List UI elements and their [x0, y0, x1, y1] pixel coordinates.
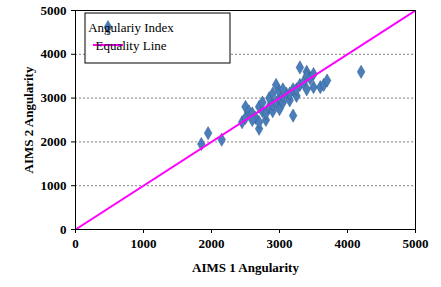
svg-text:4000: 4000 [335, 236, 361, 251]
svg-text:3000: 3000 [41, 90, 67, 105]
svg-text:Angulariy Index: Angulariy Index [88, 20, 174, 35]
svg-text:0: 0 [72, 236, 79, 251]
svg-text:0: 0 [60, 222, 67, 237]
svg-text:4000: 4000 [41, 46, 67, 61]
svg-text:Equality Line: Equality Line [95, 38, 166, 53]
svg-text:1000: 1000 [41, 178, 67, 193]
svg-text:3000: 3000 [267, 236, 293, 251]
svg-text:AIMS 1 Angularity: AIMS 1 Angularity [192, 260, 299, 275]
svg-text:5000: 5000 [41, 3, 67, 18]
svg-text:2000: 2000 [199, 236, 225, 251]
svg-text:1000: 1000 [131, 236, 157, 251]
svg-text:2000: 2000 [41, 134, 67, 149]
svg-text:5000: 5000 [403, 236, 429, 251]
svg-text:AIMS 2 Angularity: AIMS 2 Angularity [21, 66, 36, 173]
